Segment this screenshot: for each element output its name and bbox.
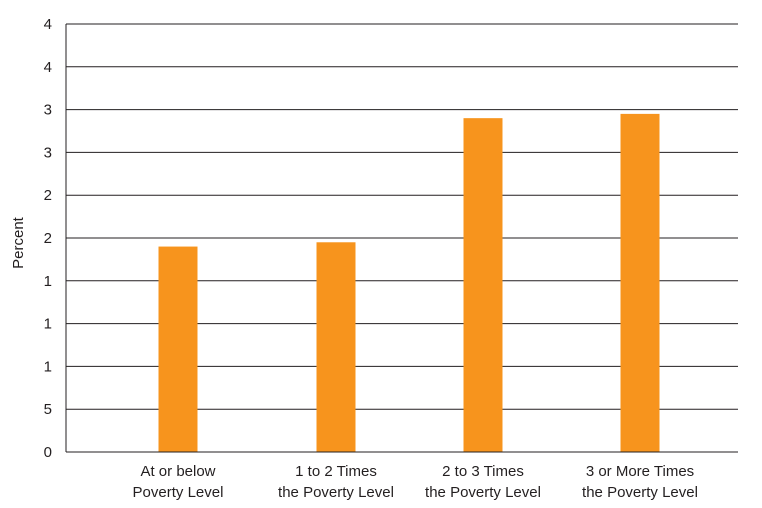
x-category-label: the Poverty Level [278,484,394,501]
y-tick-label: 2 [44,230,52,247]
y-tick-label: 3 [44,144,52,161]
y-tick-label: 3 [44,102,52,119]
bar [620,113,660,452]
x-category-label: Poverty Level [133,484,224,501]
x-category-labels: At or below Poverty Level 1 to 2 Times the … [133,463,698,501]
x-category-label: the Poverty Level [582,484,698,501]
y-tick-labels: 0 5 1 1 1 2 2 3 3 4 4 [44,16,52,461]
x-category-label: the Poverty Level [425,484,541,501]
x-category-label: 3 or More Times [586,463,694,480]
y-tick-label: 1 [44,358,52,375]
y-tick-label: 2 [44,187,52,204]
bar [463,118,503,452]
x-category-label: 2 to 3 Times [442,463,524,480]
y-tick-label: 1 [44,316,52,333]
bar [316,242,356,452]
y-tick-label: 1 [44,273,52,290]
y-axis-title: Percent [10,216,27,269]
x-category-label: At or below [140,463,215,480]
x-category-label: 1 to 2 Times [295,463,377,480]
bars [158,113,660,452]
bar [158,246,198,452]
y-tick-label: 4 [44,16,52,33]
y-tick-label: 4 [44,59,52,76]
axes [65,24,738,453]
y-tick-label: 5 [44,401,52,418]
y-tick-label: 0 [44,444,52,461]
